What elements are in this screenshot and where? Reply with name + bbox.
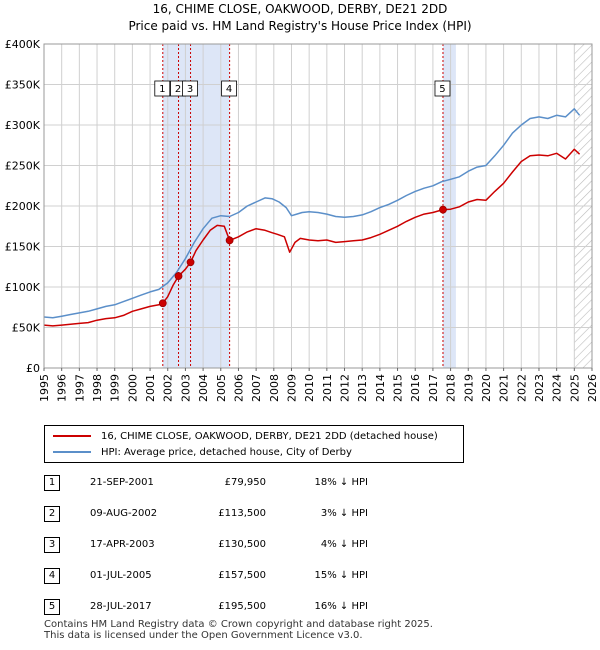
x-tick-label: 1997: [73, 374, 86, 402]
sale-date: 28-JUL-2017: [90, 601, 152, 612]
sale-date: 09-AUG-2002: [90, 508, 158, 519]
sale-label-box: [154, 80, 171, 97]
legend-item-hpi: HPI: Average price, detached house, City…: [53, 445, 352, 459]
sale-label-box: [182, 80, 198, 97]
sale-point: [225, 236, 234, 245]
x-tick-label: 2022: [515, 374, 528, 402]
sale-price: £79,950: [224, 477, 266, 488]
x-tick-label: 2013: [356, 374, 369, 402]
plot-border: [43, 43, 593, 369]
sale-date: 01-JUL-2005: [90, 570, 152, 581]
x-tick-label: 2020: [480, 374, 493, 402]
x-tick-label: 1998: [91, 374, 104, 402]
x-tick-label: 2025: [568, 374, 581, 402]
x-tick-label: 2007: [250, 374, 263, 402]
sale-price: £130,500: [218, 539, 266, 550]
sale-number-badge: 2: [44, 506, 60, 522]
sale-label-number: 3: [187, 84, 193, 95]
sale-number-badge: 4: [44, 568, 60, 584]
sale-hpi-diff: 4% ↓ HPI: [320, 539, 368, 550]
x-tick-label: 2008: [268, 374, 281, 402]
sale-point: [158, 299, 167, 308]
sale-date: 21-SEP-2001: [90, 477, 154, 488]
sale-price: £157,500: [218, 570, 266, 581]
x-tick-label: 2003: [179, 374, 192, 402]
sale-point: [186, 258, 195, 267]
sale-label-box: [434, 80, 451, 97]
legend-label-property: 16, CHIME CLOSE, OAKWOOD, DERBY, DE21 2D…: [101, 430, 438, 442]
legend-swatch-hpi: [53, 451, 91, 453]
x-tick-label: 2019: [462, 374, 475, 402]
x-tick-label: 2026: [586, 374, 599, 402]
x-tick-label: 1999: [109, 374, 122, 402]
x-tick-label: 2000: [126, 374, 139, 402]
x-tick-label: 2014: [374, 374, 387, 402]
sale-price: £113,500: [218, 508, 266, 519]
y-tick-label: £100K: [5, 281, 41, 294]
chart-subtitle: Price paid vs. HM Land Registry's House …: [128, 19, 472, 33]
x-tick-label: 2017: [427, 374, 440, 402]
x-tick-label: 2023: [533, 374, 546, 402]
legend-swatch-property: [53, 435, 91, 437]
x-tick-label: 2006: [232, 374, 245, 402]
attribution-footer: Contains HM Land Registry data © Crown c…: [44, 619, 433, 641]
y-tick-label: £350K: [5, 79, 41, 92]
table-row: 2 09-AUG-2002 £113,500 3% ↓ HPI: [44, 506, 444, 522]
y-tick-label: £0: [26, 362, 40, 375]
table-row: 3 17-APR-2003 £130,500 4% ↓ HPI: [44, 537, 444, 553]
table-row: 4 01-JUL-2005 £157,500 15% ↓ HPI: [44, 568, 444, 584]
footer-copyright: Contains HM Land Registry data © Crown c…: [44, 619, 433, 630]
sale-number-badge: 3: [44, 537, 60, 553]
sale-hpi-diff: 3% ↓ HPI: [320, 508, 368, 519]
y-tick-label: £200K: [5, 200, 41, 213]
x-tick-label: 1996: [56, 374, 69, 402]
table-row: 1 21-SEP-2001 £79,950 18% ↓ HPI: [44, 475, 444, 491]
sale-number-badge: 1: [44, 475, 60, 491]
sale-label-number: 5: [439, 84, 445, 95]
x-tick-label: 2018: [445, 374, 458, 402]
x-tick-label: 2012: [339, 374, 352, 402]
x-tick-label: 2016: [409, 374, 422, 402]
x-tick-label: 2009: [285, 374, 298, 402]
footer-licence: This data is licensed under the Open Gov…: [44, 630, 363, 641]
sale-label-number: 1: [159, 84, 165, 95]
x-tick-label: 1995: [38, 374, 51, 402]
sale-point: [439, 205, 447, 214]
sale-label-number: 4: [226, 84, 232, 95]
y-tick-label: £300K: [5, 119, 41, 132]
x-tick-label: 2011: [321, 374, 334, 402]
x-tick-label: 2010: [303, 374, 316, 402]
series-line-property: [43, 148, 581, 327]
sale-number-badge: 5: [44, 599, 60, 615]
sale-label-number: 2: [175, 84, 181, 95]
x-tick-label: 2005: [215, 374, 228, 402]
x-tick-label: 2021: [498, 374, 511, 402]
y-tick-label: £50K: [12, 322, 41, 335]
legend-label-hpi: HPI: Average price, detached house, City…: [101, 446, 352, 458]
sale-price: £195,500: [218, 601, 266, 612]
sale-label-box: [221, 80, 238, 97]
sale-date: 17-APR-2003: [90, 539, 155, 550]
x-tick-label: 2004: [197, 374, 210, 402]
series-line-hpi: [43, 108, 581, 319]
legend-item-property: 16, CHIME CLOSE, OAKWOOD, DERBY, DE21 2D…: [53, 429, 438, 443]
sale-point: [174, 272, 183, 280]
x-tick-label: 2015: [392, 374, 405, 402]
y-tick-label: £400K: [5, 38, 41, 51]
y-tick-label: £250K: [5, 160, 41, 173]
chart-legend: 16, CHIME CLOSE, OAKWOOD, DERBY, DE21 2D…: [44, 425, 464, 463]
sale-hpi-diff: 16% ↓ HPI: [314, 601, 368, 612]
sale-hpi-diff: 15% ↓ HPI: [314, 570, 368, 581]
chart-title: 16, CHIME CLOSE, OAKWOOD, DERBY, DE21 2D…: [152, 2, 448, 16]
x-tick-label: 2001: [144, 374, 157, 402]
sale-hpi-diff: 18% ↓ HPI: [314, 477, 368, 488]
x-tick-label: 2002: [162, 374, 175, 402]
x-tick-label: 2024: [551, 374, 564, 402]
y-tick-label: £150K: [5, 241, 41, 254]
table-row: 5 28-JUL-2017 £195,500 16% ↓ HPI: [44, 599, 444, 615]
